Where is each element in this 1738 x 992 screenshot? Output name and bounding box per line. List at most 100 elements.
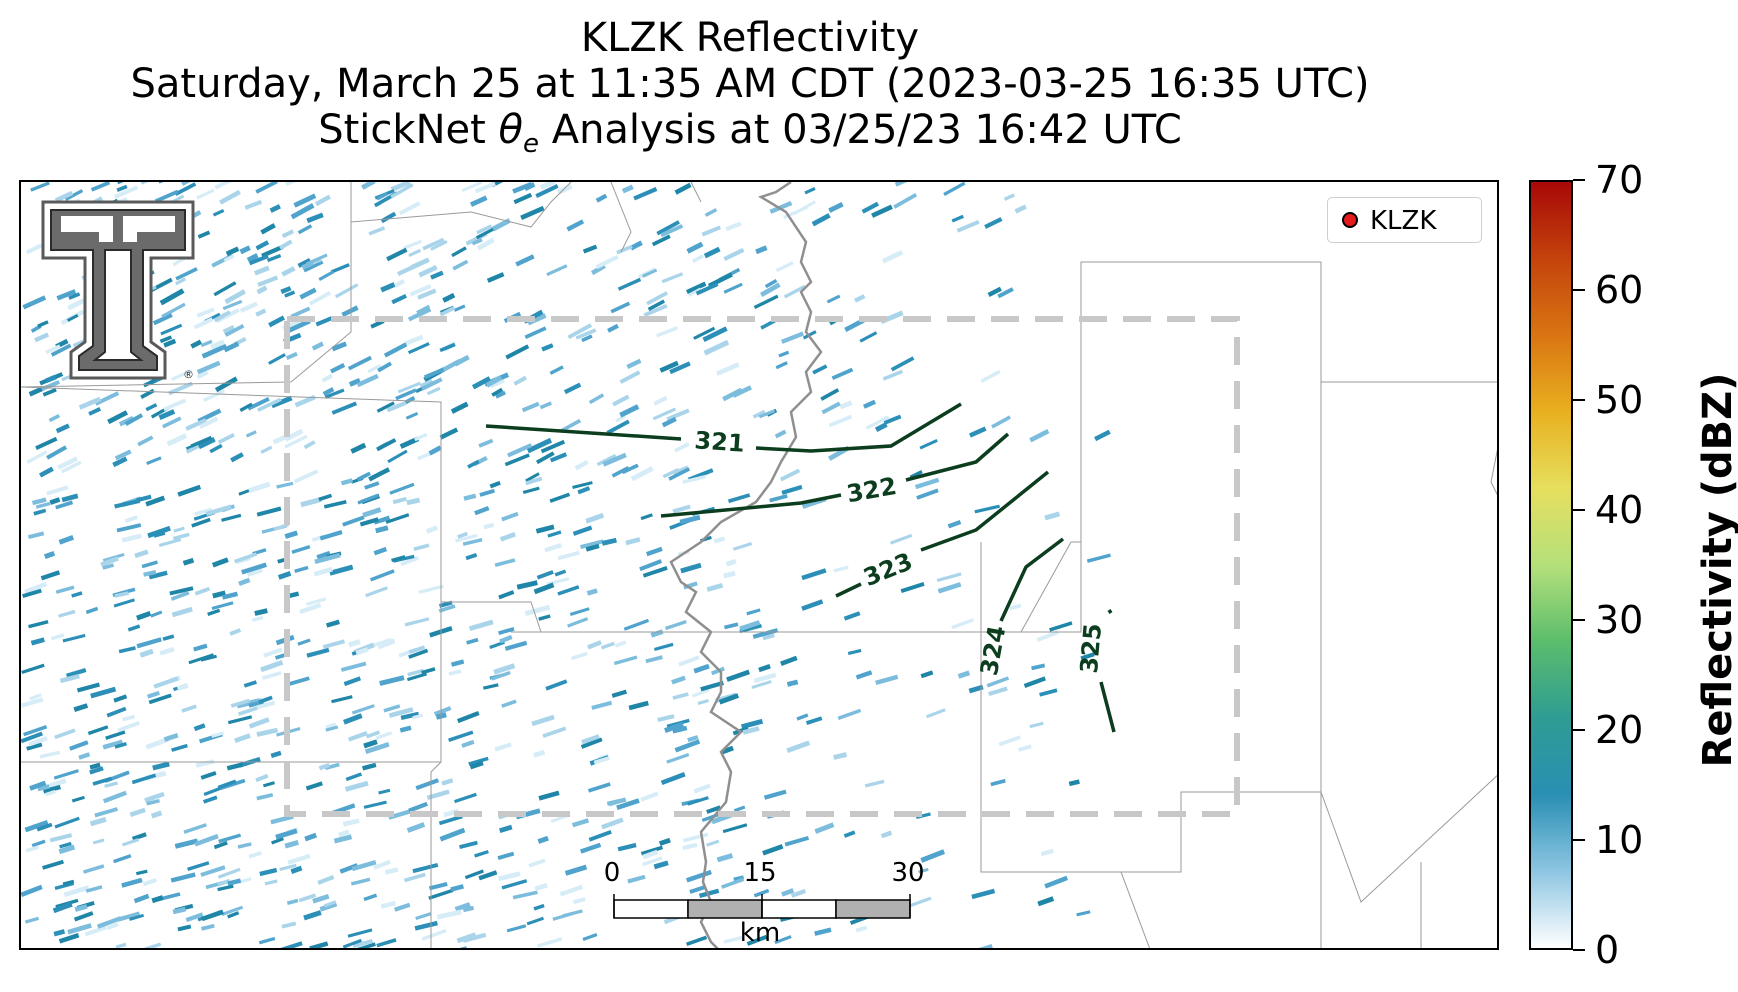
echo-streak bbox=[545, 679, 568, 691]
echo-streak bbox=[281, 229, 294, 239]
echo-streak bbox=[611, 689, 628, 698]
echo-streak bbox=[89, 766, 104, 775]
echo-streak bbox=[207, 608, 221, 617]
echo-streak bbox=[691, 254, 705, 263]
echo-streak bbox=[474, 850, 489, 858]
colorbar-tick-label: 40 bbox=[1595, 488, 1644, 532]
echo-streak bbox=[147, 525, 171, 539]
echo-streak bbox=[161, 302, 186, 318]
echo-streak bbox=[726, 669, 750, 682]
echo-streak bbox=[355, 646, 369, 656]
echo-streak bbox=[196, 188, 215, 200]
echo-streak bbox=[102, 563, 115, 570]
echo-streak bbox=[752, 409, 766, 419]
echo-streak bbox=[781, 331, 804, 344]
echo-streak bbox=[370, 319, 385, 329]
echo-streak bbox=[786, 679, 799, 687]
echo-streak bbox=[671, 675, 686, 685]
echo-streak bbox=[549, 452, 568, 463]
echo-streak bbox=[200, 771, 217, 780]
echo-streak bbox=[94, 807, 119, 818]
echo-streak bbox=[859, 331, 878, 343]
echo-streak bbox=[680, 562, 702, 574]
echo-streak bbox=[579, 842, 602, 854]
echo-streak bbox=[203, 389, 226, 402]
echo-streak bbox=[610, 301, 631, 314]
echo-streak bbox=[753, 294, 779, 310]
echo-streak bbox=[919, 439, 938, 450]
echo-streak bbox=[422, 237, 445, 251]
echo-streak bbox=[362, 762, 377, 771]
echo-streak bbox=[345, 772, 362, 782]
echo-streak bbox=[706, 805, 721, 814]
echo-streak bbox=[388, 707, 414, 718]
echo-streak bbox=[239, 402, 253, 412]
echo-streak bbox=[951, 618, 974, 630]
title-analysis-prefix: StickNet bbox=[318, 107, 499, 153]
echo-streak bbox=[491, 670, 511, 681]
echo-streak bbox=[375, 525, 389, 534]
radar-map[interactable]: 321 322 323 324 325 ® KLZK bbox=[19, 180, 1499, 950]
echo-streak bbox=[52, 901, 73, 914]
echo-streak bbox=[347, 731, 368, 742]
echo-streak bbox=[202, 795, 218, 804]
echo-streak bbox=[197, 437, 216, 450]
echo-streak bbox=[55, 585, 75, 594]
echo-streak bbox=[363, 739, 378, 749]
echo-streak bbox=[214, 182, 232, 190]
echo-streak bbox=[321, 373, 333, 383]
echo-streak bbox=[534, 882, 548, 892]
echo-streak bbox=[153, 676, 179, 689]
echo-streak bbox=[716, 853, 734, 863]
echo-streak bbox=[455, 533, 478, 543]
echo-streak bbox=[720, 877, 745, 889]
echo-streak bbox=[601, 817, 624, 830]
echo-streak bbox=[557, 550, 580, 561]
scale-tick-30: 30 bbox=[891, 858, 925, 888]
echo-streak bbox=[106, 706, 127, 718]
echo-streak bbox=[486, 272, 505, 283]
echo-streak bbox=[893, 192, 918, 209]
echo-streak bbox=[428, 445, 442, 456]
title-analysis: StickNet θe Analysis at 03/25/23 16:42 U… bbox=[0, 106, 1500, 168]
echo-streak bbox=[270, 814, 294, 825]
echo-streak bbox=[102, 790, 127, 804]
echo-streak bbox=[201, 909, 224, 922]
echo-streak bbox=[394, 902, 411, 912]
echo-streak bbox=[769, 200, 793, 214]
echo-streak bbox=[661, 416, 677, 428]
echo-streak bbox=[365, 586, 388, 598]
echo-streak bbox=[214, 376, 238, 393]
echo-streak bbox=[419, 379, 433, 388]
echo-streak bbox=[297, 638, 311, 646]
echo-streak bbox=[645, 546, 663, 557]
echo-streak bbox=[501, 699, 517, 708]
echo-streak bbox=[22, 295, 47, 310]
echo-streak bbox=[980, 369, 1001, 383]
echo-streak bbox=[1076, 910, 1091, 917]
echo-streak bbox=[256, 285, 268, 295]
echo-streak bbox=[753, 672, 777, 684]
echo-streak bbox=[152, 312, 173, 326]
echo-streak bbox=[241, 562, 267, 575]
echo-streak bbox=[489, 640, 505, 650]
echo-streak bbox=[450, 884, 464, 892]
echo-streak bbox=[689, 885, 706, 894]
contour-322 bbox=[660, 432, 1010, 518]
echo-streak bbox=[284, 839, 299, 849]
echo-streak bbox=[501, 879, 528, 890]
echo-streak bbox=[146, 799, 160, 806]
echo-streak bbox=[399, 725, 412, 733]
echo-streak bbox=[639, 559, 663, 572]
echo-streak bbox=[723, 622, 739, 630]
echo-streak bbox=[861, 201, 879, 214]
echo-streak bbox=[166, 433, 188, 447]
echo-streak bbox=[693, 783, 711, 794]
echo-streak bbox=[582, 244, 598, 254]
echo-streak bbox=[538, 614, 551, 621]
echo-streak bbox=[225, 246, 240, 257]
echo-streak bbox=[571, 818, 590, 828]
echo-streak bbox=[513, 192, 533, 205]
echo-streak bbox=[700, 680, 724, 692]
echo-streak bbox=[74, 904, 88, 912]
